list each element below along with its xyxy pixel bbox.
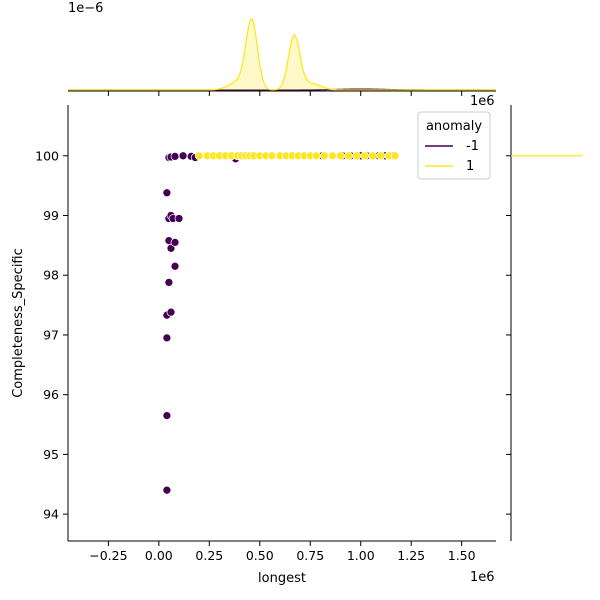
point-anomaly-neg1 [170,152,180,161]
point-anomaly-pos1 [311,151,321,161]
x-tick-label: 1.50 [448,548,476,563]
x-tick-label: 1.25 [397,548,425,563]
top-marginal-x-ticks [107,91,463,96]
legend: anomaly -1 1 [417,111,491,180]
top-density-fill [68,18,496,90]
top-density-line [68,17,496,91]
point-anomaly-pos1 [194,151,204,161]
legend-label-pos1: 1 [466,159,474,174]
legend-label-neg1: -1 [466,139,479,154]
point-anomaly-pos1 [368,151,378,161]
x-tick-label: 0.00 [145,548,173,563]
point-anomaly-neg1 [170,238,180,247]
point-anomaly-pos1 [390,151,400,161]
point-anomaly-neg1 [178,151,188,161]
x-axis-offset-label: 1e6 [470,570,495,585]
point-anomaly-neg1 [162,411,172,420]
right-marginal-y-ticks [506,155,511,515]
scatter-points [162,151,400,495]
point-anomaly-pos1 [344,151,353,161]
point-anomaly-neg1 [164,278,174,287]
point-anomaly-neg1 [166,307,176,317]
point-anomaly-pos1 [360,151,370,161]
y-tick-label: 97 [43,327,59,342]
y-tick-label: 98 [43,268,59,283]
x-tick-label: 1.00 [347,548,375,563]
x-tick-label: −0.25 [89,548,127,563]
point-anomaly-pos1 [376,151,386,161]
legend-title: anomaly [426,119,482,134]
point-anomaly-pos1 [267,151,277,161]
y-tick-label: 96 [43,387,59,402]
top-marginal-densities [68,17,496,91]
top-marginal-offset-label: 1e−6 [68,1,103,16]
y-tick-label: 95 [43,447,59,462]
top-marginal-plot: 1e−6 [68,1,496,96]
y-axis-label: Completeness_Specific [11,248,26,398]
point-anomaly-neg1 [162,188,172,198]
point-anomaly-pos1 [336,151,345,161]
point-anomaly-neg1 [162,333,172,343]
point-anomaly-neg1 [162,485,172,495]
y-tick-label: 100 [35,148,59,163]
point-anomaly-neg1 [174,214,184,223]
point-anomaly-neg1 [170,261,180,271]
y-tick-label: 94 [43,507,59,522]
y-tick-label: 99 [43,208,59,223]
right-marginal-offset-label: 1e6 [470,94,495,109]
x-tick-label: 0.75 [296,548,324,563]
point-anomaly-pos1 [328,151,337,161]
x-axis-ticks: −0.25 0.00 0.25 0.50 0.75 1.00 1.25 1.50 [89,541,476,563]
x-tick-label: 0.50 [246,548,274,563]
y-axis-ticks: 94 95 96 97 98 99 100 [35,148,68,522]
point-anomaly-pos1 [352,151,362,161]
legend-box [417,111,491,180]
right-marginal-plot: 1e6 [470,94,582,541]
x-tick-label: 0.25 [195,548,223,563]
main-scatter-plot: −0.25 0.00 0.25 0.50 0.75 1.00 1.25 1.50 94 95 96… [11,105,496,586]
point-anomaly-pos1 [320,151,329,161]
x-axis-label: longest [258,571,306,586]
